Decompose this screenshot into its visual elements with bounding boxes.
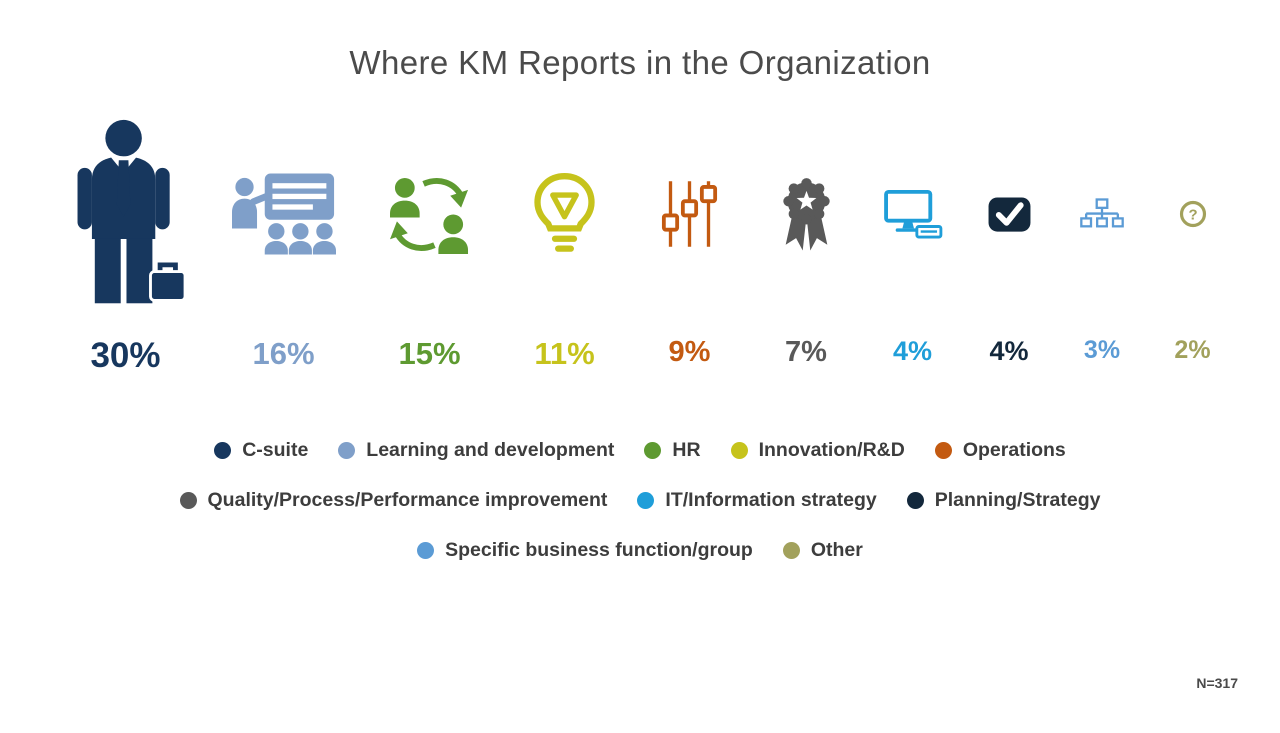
lightbulb-icon	[534, 173, 595, 252]
chart-item-innovation-rd: 11%	[500, 100, 630, 373]
legend-label: Operations	[962, 439, 1066, 461]
chart-item-operations: 9%	[630, 100, 750, 373]
training-presentation-icon	[231, 173, 336, 255]
icon-cell	[780, 100, 833, 328]
chart-item-learning-development: 16%	[208, 100, 360, 373]
value-quality: 7%	[785, 336, 827, 368]
sample-size-note: N=317	[1196, 675, 1238, 691]
legend-dot	[644, 442, 662, 459]
businessman-icon	[77, 119, 186, 304]
legend-item-quality: Quality/Process/Performance improvement	[179, 489, 608, 512]
page-title: Where KM Reports in the Organization	[349, 44, 931, 81]
icon-cell	[66, 100, 186, 328]
legend-dot	[637, 492, 655, 509]
legend-item-other: Other	[782, 539, 863, 562]
legend-label: HR	[672, 439, 701, 461]
computer-icon	[883, 189, 942, 239]
people-exchange-icon	[389, 177, 468, 254]
value-other: 2%	[1174, 336, 1211, 364]
legend: C-suite Learning and development HR Inno…	[0, 439, 1280, 562]
icon-cell	[231, 100, 336, 328]
legend-dot	[338, 442, 356, 459]
icon-cell	[388, 100, 472, 328]
icon-cell: ?	[1179, 100, 1207, 328]
legend-row-3: Specific business function/group Other	[417, 539, 863, 562]
award-ribbon-icon	[782, 177, 830, 250]
icon-cell	[533, 100, 596, 328]
legend-item-specific-business-function: Specific business function/group	[417, 539, 753, 562]
value-planning-strategy: 4%	[989, 336, 1029, 366]
legend-label: Innovation/R&D	[758, 439, 905, 461]
legend-row-1: C-suite Learning and development HR Inno…	[214, 439, 1066, 462]
pictogram-chart: 30% 16%	[0, 100, 1280, 373]
chart-item-quality: 7%	[750, 100, 863, 373]
value-it-strategy: 4%	[892, 336, 933, 366]
value-c-suite: 30%	[90, 336, 161, 375]
legend-label: Other	[810, 539, 863, 561]
legend-dot	[179, 492, 197, 509]
chart-item-other: ? 2%	[1149, 100, 1237, 373]
chart-item-c-suite: 30%	[44, 100, 208, 373]
question-mark-icon: ?	[1179, 200, 1206, 228]
legend-dot	[906, 492, 924, 509]
checkmark-badge-icon	[988, 196, 1030, 232]
value-innovation-rd: 11%	[534, 336, 595, 371]
legend-dot	[934, 442, 952, 459]
icon-cell	[883, 100, 943, 328]
svg-text:?: ?	[1188, 207, 1197, 224]
legend-item-innovation-rd: Innovation/R&D	[730, 439, 905, 462]
legend-label: Specific business function/group	[445, 539, 753, 561]
legend-item-it-strategy: IT/Information strategy	[637, 489, 877, 512]
chart-item-hr: 15%	[360, 100, 500, 373]
chart-item-it-strategy: 4%	[863, 100, 963, 373]
value-learning-development: 16%	[252, 336, 315, 371]
legend-dot	[214, 442, 232, 459]
legend-label: Learning and development	[366, 439, 615, 461]
legend-item-hr: HR	[644, 439, 701, 462]
legend-label: IT/Information strategy	[665, 489, 877, 511]
value-operations: 9%	[668, 336, 711, 368]
legend-row-2: Quality/Process/Performance improvement …	[179, 489, 1101, 512]
icon-cell	[661, 100, 718, 328]
value-hr: 15%	[398, 336, 461, 371]
legend-item-operations: Operations	[934, 439, 1066, 462]
icon-cell	[987, 100, 1032, 328]
chart-item-specific-business-function: 3%	[1056, 100, 1149, 373]
value-specific-business-function: 3%	[1083, 336, 1121, 364]
legend-label: C-suite	[242, 439, 309, 461]
sliders-icon	[661, 180, 718, 247]
icon-cell	[1080, 100, 1124, 328]
legend-item-learning-development: Learning and development	[338, 439, 614, 462]
legend-item-c-suite: C-suite	[214, 439, 308, 462]
legend-dot	[782, 542, 800, 559]
legend-dot	[417, 542, 435, 559]
legend-label: Quality/Process/Performance improvement	[207, 489, 608, 511]
legend-dot	[730, 442, 748, 459]
chart-item-planning-strategy: 4%	[963, 100, 1056, 373]
org-chart-icon	[1080, 198, 1124, 228]
legend-label: Planning/Strategy	[934, 489, 1101, 511]
legend-item-planning-strategy: Planning/Strategy	[906, 489, 1101, 512]
